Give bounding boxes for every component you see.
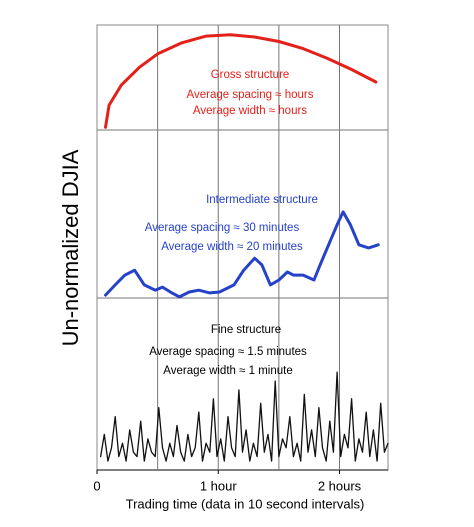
line <box>104 210 380 299</box>
annotation: Average spacing ≈ 30 minutes <box>145 222 300 234</box>
annotation: Fine structure <box>211 324 281 336</box>
annotation: Average width ≈ 1 minute <box>163 365 292 377</box>
x-tick-label: 1 hour <box>200 478 238 493</box>
annotation: Average spacing ≈ 1.5 minutes <box>149 346 307 358</box>
x-tick-label: 2 hours <box>318 478 362 493</box>
line <box>104 33 378 129</box>
annotation: Average width ≈ 20 minutes <box>161 241 303 253</box>
x-tick-label: 0 <box>93 478 100 493</box>
y-axis-label: Un-normalized DJIA <box>58 149 83 346</box>
annotation: Average spacing ≈ hours <box>187 89 314 101</box>
x-axis-label: Trading time (data in 10 second interval… <box>126 496 365 511</box>
annotation: Intermediate structure <box>206 194 318 206</box>
annotation: Gross structure <box>211 69 290 81</box>
annotation: Average width ≈ hours <box>193 105 307 117</box>
line <box>99 371 389 462</box>
